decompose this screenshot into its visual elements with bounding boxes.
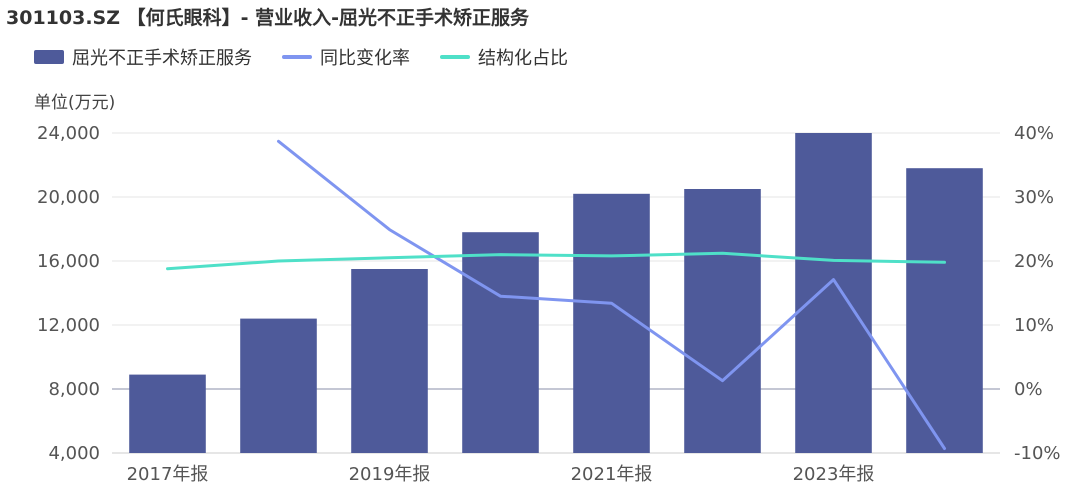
series-line-yoy (277, 139, 946, 450)
y-right-tick-label: -10% (1014, 443, 1061, 464)
y-left-tick-label: 12,000 (37, 315, 100, 336)
bar (240, 318, 317, 453)
bar (462, 232, 539, 453)
bar (795, 133, 872, 453)
y-left-tick-label: 20,000 (37, 187, 100, 208)
bar (906, 168, 983, 453)
legend-item-bar[interactable]: 屈光不正手术矫正服务 (34, 44, 252, 70)
legend-swatch-yoy (282, 55, 312, 59)
legend-label-bar: 屈光不正手术矫正服务 (72, 48, 252, 69)
bar (129, 374, 206, 453)
x-tick-label: 2023年报 (793, 464, 875, 485)
x-tick-label: 2019年报 (349, 464, 431, 485)
legend-item-share[interactable]: 结构化占比 (440, 44, 568, 70)
y-left-tick-label: 24,000 (37, 123, 100, 144)
y-left-tick-label: 8,000 (48, 379, 100, 400)
legend-item-yoy[interactable]: 同比变化率 (282, 44, 410, 70)
chart-title: 301103.SZ 【何氏眼科】- 营业收入-屈光不正手术矫正服务 (6, 7, 530, 29)
x-tick-label: 2017年报 (127, 464, 209, 485)
y-right-tick-label: 10% (1014, 315, 1054, 336)
legend: 屈光不正手术矫正服务 同比变化率 结构化占比 (34, 44, 598, 70)
bar (351, 269, 428, 453)
legend-swatch-share (440, 55, 470, 59)
y-left-tick-label: 4,000 (48, 443, 100, 464)
legend-swatch-bar (34, 50, 64, 64)
y-left-tick-label: 16,000 (37, 251, 100, 272)
y-right-tick-label: 0% (1014, 379, 1043, 400)
y-right-tick-label: 20% (1014, 251, 1054, 272)
bar (684, 189, 761, 453)
x-tick-label: 2021年报 (571, 464, 653, 485)
y-right-tick-label: 40% (1014, 123, 1054, 144)
series-line-share (166, 251, 946, 271)
legend-label-share: 结构化占比 (478, 48, 568, 69)
y-right-tick-label: 30% (1014, 187, 1054, 208)
bar (573, 193, 650, 454)
legend-label-yoy: 同比变化率 (320, 48, 410, 69)
y-axis-unit-label: 单位(万元) (34, 93, 116, 113)
